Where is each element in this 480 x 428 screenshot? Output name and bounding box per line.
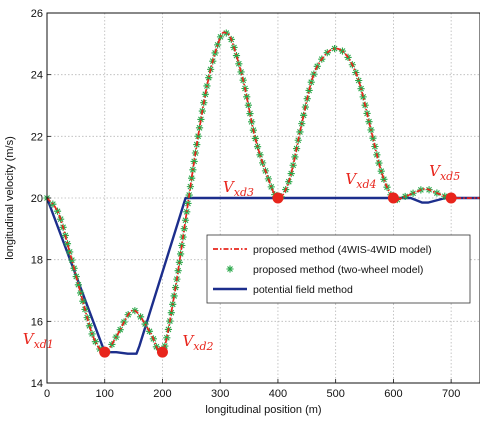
x-tick-label: 0: [44, 388, 50, 400]
two-wheel-marker: [201, 90, 209, 98]
waypoint-label-xd3: Vxd3: [223, 178, 254, 199]
two-wheel-marker: [66, 248, 74, 256]
two-wheel-marker: [190, 157, 198, 165]
x-tick-label: 600: [384, 388, 402, 400]
waypoint-xd2: [156, 346, 168, 358]
legend-swatch-two-wheel: [226, 265, 234, 273]
two-wheel-marker: [181, 216, 190, 224]
two-wheel-marker: [264, 175, 272, 183]
two-wheel-marker: [170, 292, 178, 300]
waypoint-label-xd1: Vxd1: [23, 330, 54, 351]
waypoint-layer: Vxd1 Vxd2 Vxd3 Vxd4 Vxd5: [23, 162, 460, 358]
two-wheel-marker: [63, 240, 72, 248]
x-tick-label: 300: [211, 388, 229, 400]
two-wheel-marker: [136, 313, 145, 321]
two-wheel-marker: [79, 297, 87, 305]
two-wheel-marker: [243, 93, 251, 101]
two-wheel-marker: [256, 151, 264, 159]
two-wheel-marker: [49, 200, 57, 208]
two-wheel-marker: [177, 250, 185, 258]
two-wheel-marker: [357, 85, 365, 93]
two-wheel-marker: [409, 189, 417, 197]
legend-box: [206, 234, 471, 304]
y-tick-label: 16: [31, 316, 43, 328]
two-wheel-marker: [380, 175, 388, 183]
x-axis-label: longitudinal position (m): [205, 404, 321, 416]
legend-label-two-wheel: proposed method (two-wheel model): [253, 264, 423, 276]
two-wheel-marker: [174, 267, 182, 275]
two-wheel-marker: [167, 309, 175, 317]
x-tick-label: 500: [326, 388, 344, 400]
two-wheel-marker: [197, 115, 205, 124]
waypoint-label-xd5: Vxd5: [429, 162, 460, 183]
two-wheel-marker: [251, 134, 259, 143]
two-wheel-marker: [299, 111, 308, 119]
waypoint-xd3: [272, 192, 284, 204]
two-wheel-marker: [183, 208, 191, 216]
two-wheel-marker: [116, 326, 124, 334]
y-tick-label: 14: [31, 378, 43, 390]
two-wheel-marker: [214, 41, 222, 49]
y-axis-label: longitudinal velocity (m/s): [4, 136, 16, 260]
two-wheel-marker: [211, 49, 219, 57]
two-wheel-marker: [53, 207, 62, 215]
legend: proposed method (4WIS-4WID model) propos…: [206, 234, 471, 304]
waypoint-xd1: [99, 346, 111, 358]
series-layer: [43, 29, 480, 357]
waypoint-label-xd4: Vxd4: [345, 170, 376, 191]
y-tick-labels: 14 16 18 20 22 24 26: [31, 8, 51, 390]
two-wheel-marker: [216, 33, 225, 41]
y-tick-label: 26: [31, 8, 43, 20]
legend-two-wheel-marker: [226, 265, 234, 273]
series-potential-field: [45, 196, 480, 355]
legend-label-4wis: proposed method (4WIS-4WID model): [253, 244, 432, 256]
two-wheel-marker: [305, 86, 313, 95]
two-wheel-marker: [85, 322, 94, 330]
two-wheel-marker: [310, 70, 318, 78]
x-tick-label: 700: [442, 388, 460, 400]
x-tick-labels: 0 100 200 300 400 500 600 700: [44, 379, 460, 400]
two-wheel-marker: [141, 320, 149, 328]
waypoint-label-xd2: Vxd2: [182, 332, 213, 353]
x-tick-label: 200: [153, 388, 171, 400]
waypoint-xd5: [445, 192, 457, 204]
two-wheel-marker: [163, 334, 171, 342]
y-tick-label: 24: [31, 70, 43, 82]
two-wheel-marker: [194, 132, 202, 140]
two-wheel-marker: [355, 76, 363, 85]
two-wheel-marker: [205, 74, 213, 82]
two-wheel-marker: [108, 340, 116, 349]
two-wheel-marker: [232, 52, 241, 60]
two-wheel-marker: [369, 134, 377, 142]
two-wheel-marker: [287, 169, 295, 178]
two-wheel-marker: [180, 225, 188, 233]
two-wheel-marker: [365, 118, 373, 126]
x-tick-label: 100: [96, 388, 114, 400]
legend-label-potential-field: potential field method: [253, 284, 353, 296]
y-tick-label: 20: [31, 193, 43, 205]
x-tick-label: 400: [269, 388, 287, 400]
series-4wis-4wid: [46, 31, 480, 355]
two-wheel-marker: [338, 47, 347, 55]
y-tick-label: 22: [31, 131, 43, 143]
two-wheel-marker: [68, 256, 76, 264]
two-wheel-marker: [74, 281, 82, 289]
two-wheel-marker: [91, 338, 99, 346]
two-wheel-marker: [296, 128, 304, 136]
two-wheel-marker: [188, 174, 196, 182]
two-wheel-marker: [323, 49, 331, 57]
two-wheel-marker: [246, 109, 254, 118]
waypoint-xd4: [387, 192, 399, 204]
y-tick-label: 18: [31, 255, 43, 267]
two-wheel-marker: [375, 159, 383, 167]
